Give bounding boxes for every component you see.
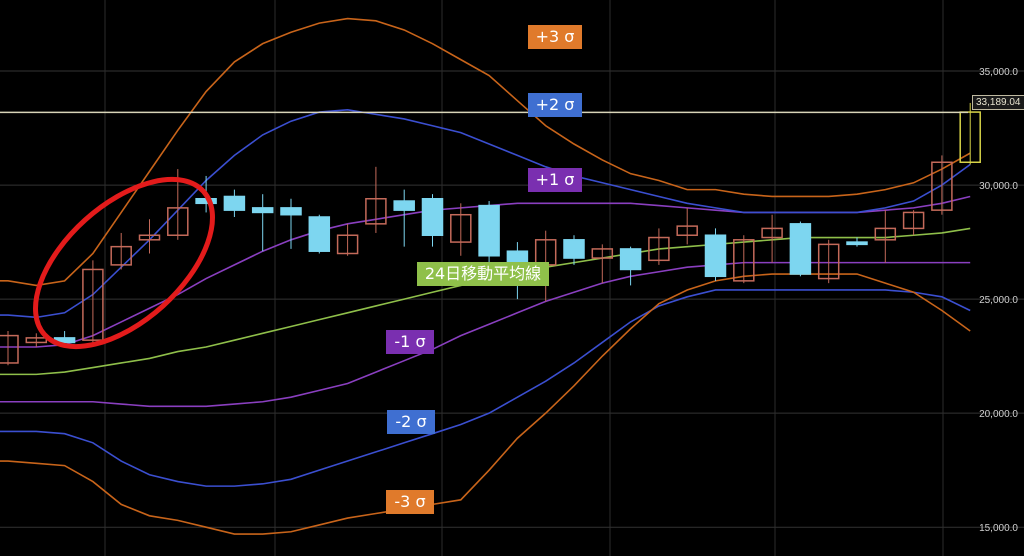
candle-body xyxy=(393,200,415,211)
y-tick-label: 15,000.0 xyxy=(979,523,1018,534)
candle-body xyxy=(761,227,783,239)
y-tick-label: 20,000.0 xyxy=(979,409,1018,420)
candle-body xyxy=(421,197,444,236)
candle-body xyxy=(0,334,19,364)
band-label: +3 σ xyxy=(527,25,583,49)
series-line xyxy=(0,289,971,487)
candle-body xyxy=(931,161,953,211)
candle-body xyxy=(591,248,614,259)
candle-body xyxy=(82,268,104,341)
series-line xyxy=(0,273,971,535)
candle-body xyxy=(251,207,274,214)
candle-body xyxy=(365,197,387,225)
candle-body xyxy=(902,211,925,230)
candle-body xyxy=(450,213,472,243)
band-label: +1 σ xyxy=(527,168,583,192)
candle-body xyxy=(280,207,302,216)
candle-body xyxy=(336,234,359,255)
candle-body xyxy=(648,236,670,262)
band-label: +2 σ xyxy=(527,93,583,117)
current-price-tag: 33,189.04 xyxy=(972,95,1024,110)
candle-body xyxy=(478,204,500,257)
candle-body xyxy=(959,111,981,164)
candle-body xyxy=(110,245,132,266)
band-label: 24日移動平均線 xyxy=(416,262,550,286)
candles xyxy=(0,102,981,366)
candle-body xyxy=(789,223,812,275)
candle-body xyxy=(308,216,331,252)
candle-body xyxy=(733,239,755,282)
y-tick-label: 25,000.0 xyxy=(979,295,1018,306)
highlight-ellipse xyxy=(33,176,215,350)
candle-body xyxy=(223,195,246,211)
candle-body xyxy=(846,241,868,246)
band-label: -3 σ xyxy=(386,490,434,514)
candle-body xyxy=(138,234,161,241)
candle-body xyxy=(619,248,642,271)
candle-body xyxy=(563,239,585,259)
band-label: -2 σ xyxy=(387,410,435,434)
series-line xyxy=(0,17,971,287)
band-label: -1 σ xyxy=(386,330,434,354)
candle-body xyxy=(25,337,48,344)
candle-body xyxy=(817,243,840,280)
candle-body xyxy=(167,207,189,236)
candle-body xyxy=(704,234,727,278)
y-axis-ticks: 35,000.0 30,000.0 25,000.0 20,000.0 15,000.0 xyxy=(979,67,1018,534)
candle-body xyxy=(506,250,529,264)
candle-body xyxy=(676,225,698,236)
candle-body xyxy=(874,227,897,241)
y-tick-label: 35,000.0 xyxy=(979,67,1018,78)
series-line xyxy=(0,108,971,319)
y-tick-label: 30,000.0 xyxy=(979,181,1018,192)
